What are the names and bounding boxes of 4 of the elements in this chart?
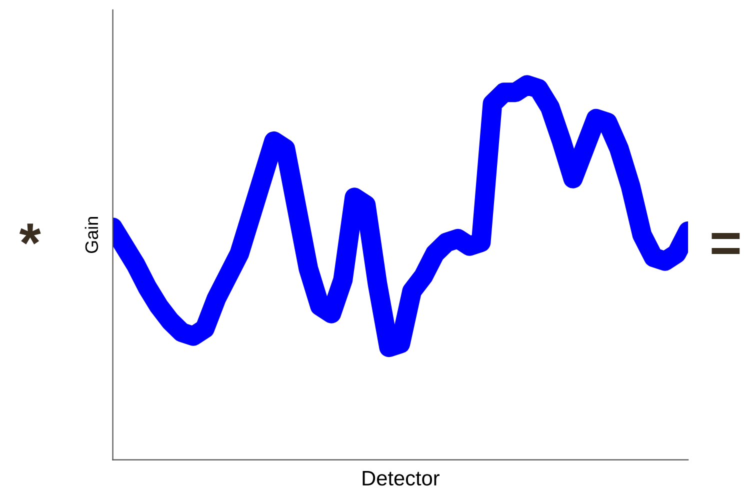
text: = [712, 232, 740, 254]
x-axis-title: Detector [362, 471, 440, 486]
y-axis-title: Gain [84, 216, 98, 254]
text: * [19, 224, 41, 244]
